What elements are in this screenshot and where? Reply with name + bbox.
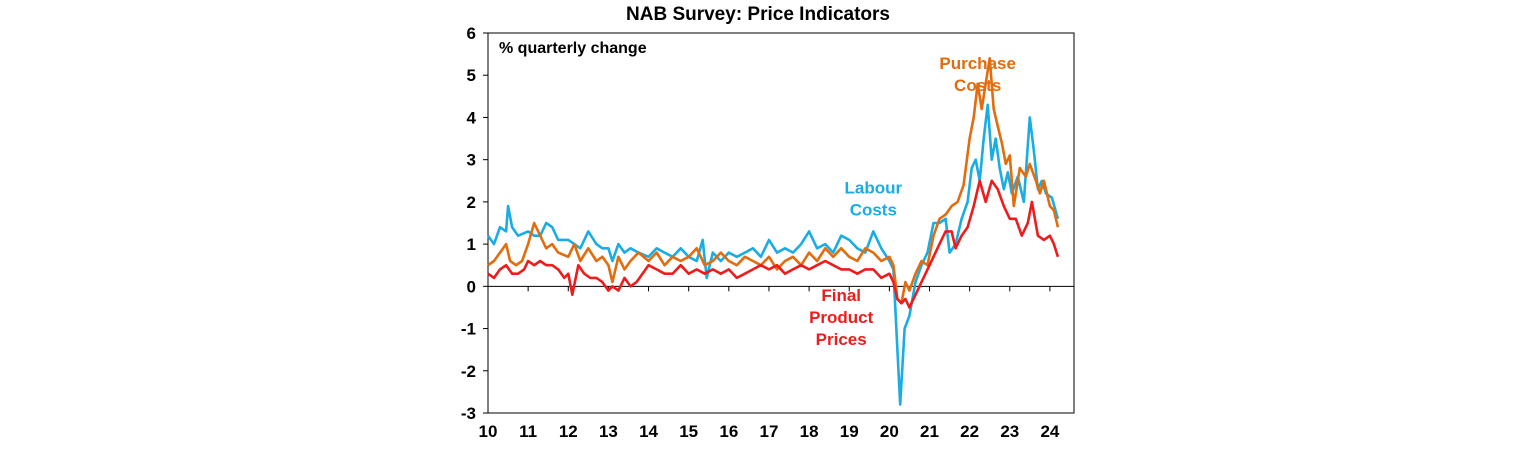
y-axis: -3 -2 -1 0 1 2 3 4 5 6 xyxy=(461,24,488,423)
x-tick-label: 24 xyxy=(1040,422,1059,441)
y-tick-label: -1 xyxy=(461,320,476,339)
series-label-labour-costs: Labour xyxy=(845,178,903,197)
series-label-purchase-costs: Costs xyxy=(954,76,1001,95)
y-tick-label: 0 xyxy=(467,277,476,296)
x-tick-label: 23 xyxy=(1000,422,1019,441)
series-label-final-product-prices: Product xyxy=(809,308,874,327)
series-line-final-product-prices xyxy=(487,179,1060,309)
y-tick-label: 2 xyxy=(467,193,476,212)
y-tick-label: 4 xyxy=(467,108,477,127)
series-label-final-product-prices: Final xyxy=(821,286,861,305)
y-tick-label: -2 xyxy=(461,362,476,381)
x-tick-label: 17 xyxy=(759,422,778,441)
x-tick-label: 15 xyxy=(679,422,698,441)
x-tick-label: 12 xyxy=(559,422,578,441)
series-label-purchase-costs: Purchase xyxy=(939,54,1016,73)
series-label-labour-costs: Costs xyxy=(850,200,897,219)
series-line-purchase-costs xyxy=(487,57,1060,305)
x-tick-label: 14 xyxy=(639,422,658,441)
x-tick-label: 16 xyxy=(719,422,738,441)
series-line-labour-costs xyxy=(486,103,1060,406)
y-tick-label: -3 xyxy=(461,404,476,423)
y-tick-label: 1 xyxy=(467,235,476,254)
x-tick-label: 21 xyxy=(920,422,939,441)
x-tick-label: 11 xyxy=(519,422,537,441)
x-axis: 10 11 12 13 14 15 16 17 18 19 20 21 22 23 24 xyxy=(479,285,1074,441)
x-tick-label: 18 xyxy=(800,422,819,441)
x-tick-label: 19 xyxy=(840,422,859,441)
series-lines xyxy=(486,57,1060,406)
x-tick-label: 13 xyxy=(599,422,618,441)
y-tick-label: 6 xyxy=(467,24,476,43)
y-tick-label: 3 xyxy=(467,151,476,170)
x-tick-label: 20 xyxy=(880,422,899,441)
y-tick-label: 5 xyxy=(467,66,476,85)
x-tick-label: 10 xyxy=(479,422,498,441)
y-axis-label: % quarterly change xyxy=(499,40,647,57)
series-labels: Labour Costs Purchase Costs Final Product Pric… xyxy=(809,54,1016,349)
series-label-final-product-prices: Prices xyxy=(816,330,867,349)
plot-area-border xyxy=(487,32,1075,414)
chart-title: NAB Survey: Price Indicators xyxy=(626,4,890,25)
x-tick-label: 22 xyxy=(960,422,979,441)
